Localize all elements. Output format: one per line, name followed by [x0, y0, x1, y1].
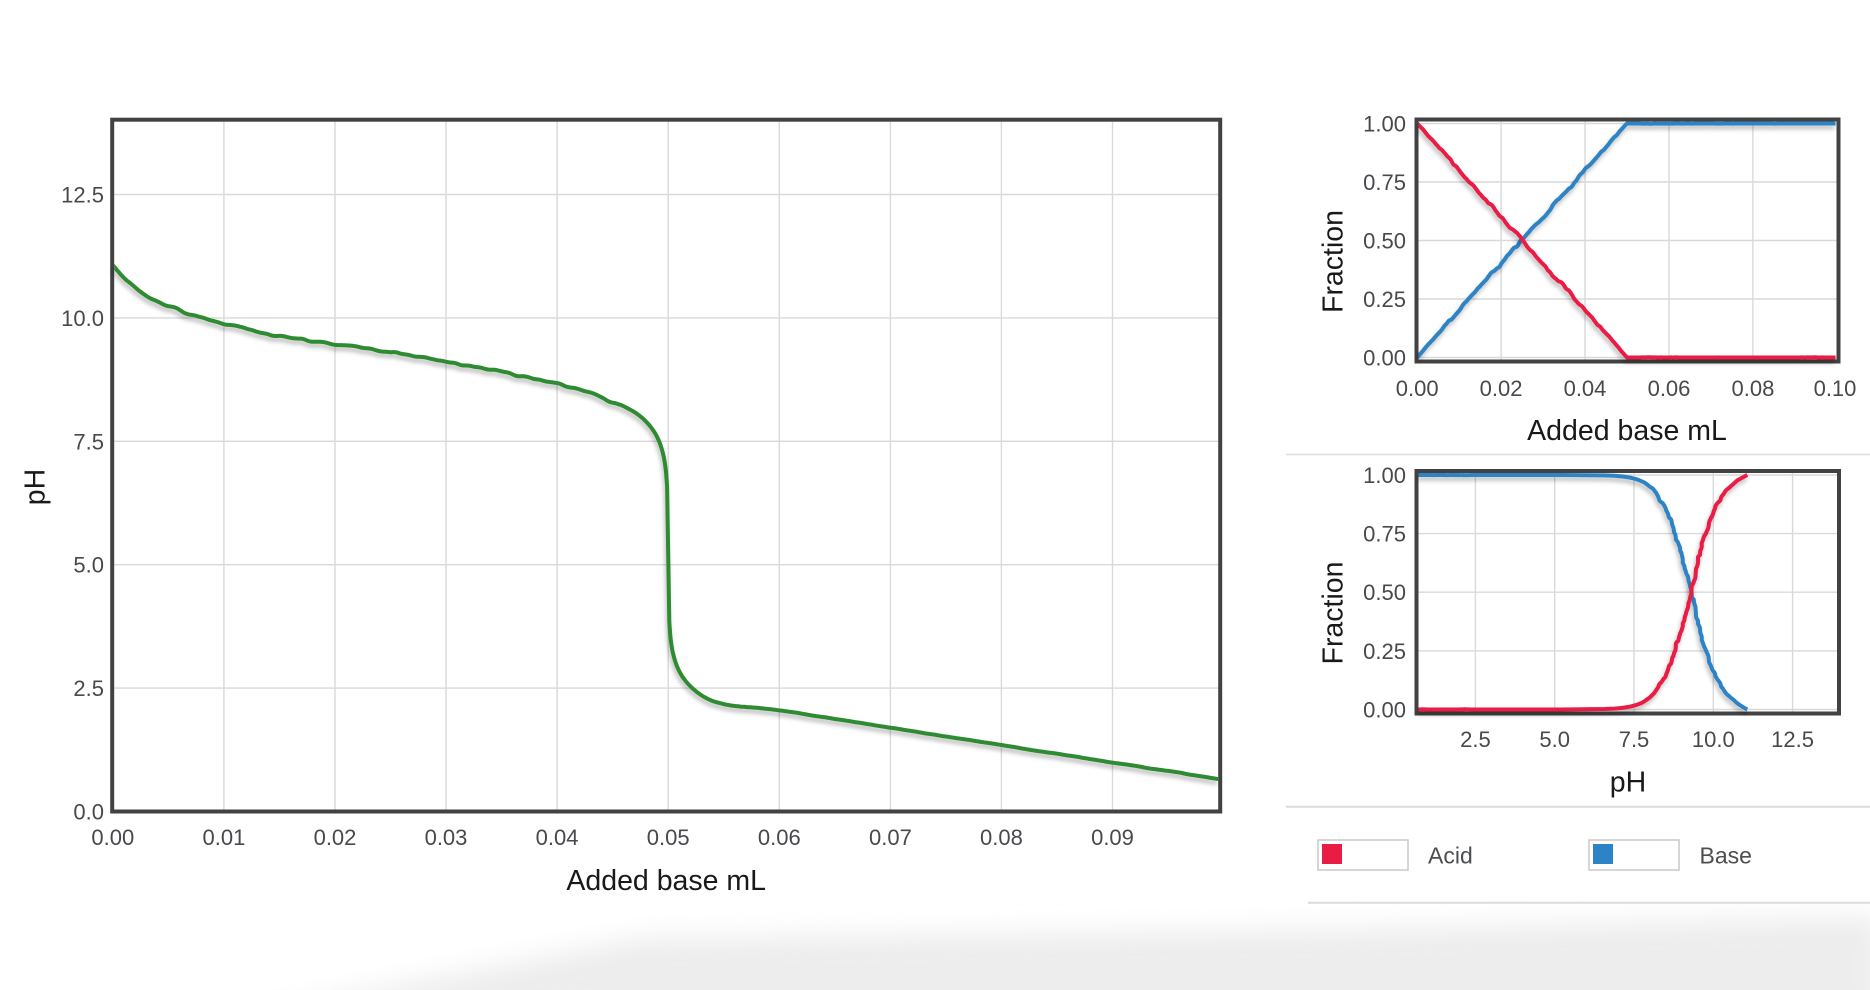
svg-text:0.50: 0.50 — [1363, 580, 1406, 605]
svg-text:0.02: 0.02 — [314, 825, 357, 850]
svg-text:pH: pH — [20, 469, 52, 505]
svg-text:10.0: 10.0 — [61, 306, 104, 331]
svg-text:2.5: 2.5 — [73, 676, 104, 701]
svg-text:pH: pH — [1610, 767, 1646, 799]
svg-text:2.5: 2.5 — [1460, 727, 1491, 752]
svg-text:0.75: 0.75 — [1363, 522, 1406, 547]
svg-text:0.06: 0.06 — [1648, 376, 1691, 401]
svg-text:0.07: 0.07 — [869, 825, 912, 850]
svg-text:0.06: 0.06 — [758, 825, 801, 850]
svg-text:0.05: 0.05 — [647, 825, 690, 850]
svg-text:0.04: 0.04 — [536, 825, 579, 850]
svg-text:Fraction: Fraction — [1318, 210, 1350, 313]
svg-text:0.00: 0.00 — [91, 825, 134, 850]
svg-text:7.5: 7.5 — [1619, 727, 1650, 752]
svg-text:Added base mL: Added base mL — [566, 865, 766, 897]
svg-text:1.00: 1.00 — [1363, 112, 1406, 137]
svg-text:0.0: 0.0 — [73, 800, 104, 825]
svg-text:10.0: 10.0 — [1692, 727, 1735, 752]
svg-text:0.09: 0.09 — [1091, 825, 1134, 850]
svg-text:0.08: 0.08 — [980, 825, 1023, 850]
svg-text:0.02: 0.02 — [1480, 376, 1523, 401]
svg-text:5.0: 5.0 — [1539, 727, 1570, 752]
svg-text:0.04: 0.04 — [1564, 376, 1607, 401]
svg-text:12.5: 12.5 — [61, 183, 104, 208]
svg-text:0.50: 0.50 — [1363, 229, 1406, 254]
svg-text:0.01: 0.01 — [202, 825, 245, 850]
svg-text:0.03: 0.03 — [425, 825, 468, 850]
svg-text:0.25: 0.25 — [1363, 639, 1406, 664]
svg-text:0.00: 0.00 — [1396, 376, 1439, 401]
svg-text:12.5: 12.5 — [1771, 727, 1814, 752]
svg-text:0.75: 0.75 — [1363, 170, 1406, 195]
svg-text:1.00: 1.00 — [1363, 463, 1406, 488]
svg-text:7.5: 7.5 — [73, 429, 104, 454]
svg-text:0.08: 0.08 — [1731, 376, 1774, 401]
svg-text:Added base mL: Added base mL — [1527, 415, 1727, 447]
svg-text:0.25: 0.25 — [1363, 287, 1406, 312]
svg-text:0.00: 0.00 — [1363, 346, 1406, 371]
svg-text:0.10: 0.10 — [1814, 376, 1857, 401]
svg-text:Fraction: Fraction — [1318, 562, 1350, 665]
svg-text:0.00: 0.00 — [1363, 698, 1406, 723]
svg-text:5.0: 5.0 — [73, 553, 104, 578]
svg-text:Base: Base — [1700, 843, 1752, 869]
svg-text:Acid: Acid — [1428, 843, 1473, 869]
